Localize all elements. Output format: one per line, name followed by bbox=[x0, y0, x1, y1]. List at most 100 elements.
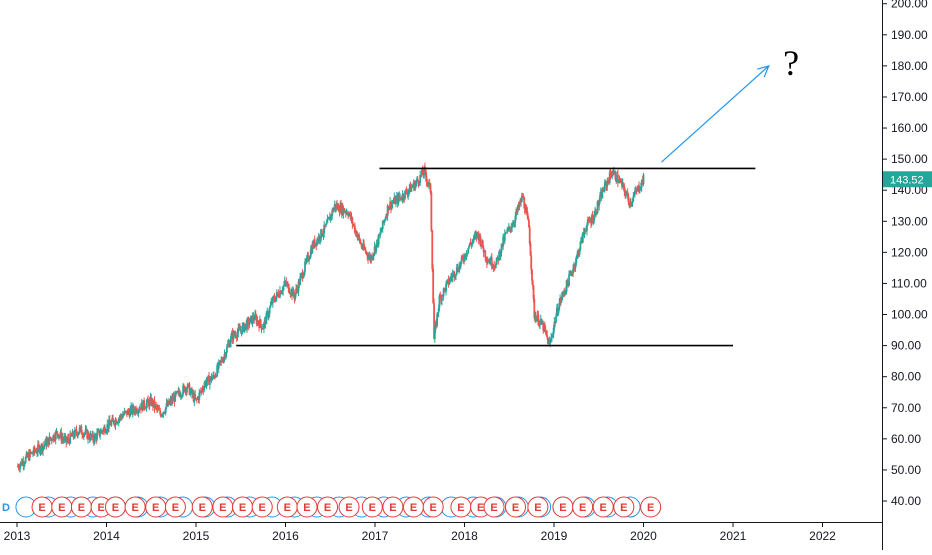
time-axis[interactable]: 2013 2014 2015 2016 2017 2018 2019 2020 2021 2022 bbox=[4, 522, 837, 543]
candle-body bbox=[198, 392, 201, 401]
candle-body bbox=[233, 331, 236, 335]
candle-body bbox=[320, 229, 323, 237]
candle-body bbox=[495, 257, 498, 264]
candle-body bbox=[217, 361, 220, 369]
candle-body bbox=[164, 407, 167, 413]
earnings-marker[interactable] bbox=[317, 496, 339, 518]
trend-arrow-head[interactable] bbox=[757, 64, 770, 78]
candle-body bbox=[458, 264, 461, 272]
earnings-marker[interactable] bbox=[296, 496, 318, 518]
earnings-marker[interactable] bbox=[191, 496, 213, 518]
candle-body bbox=[591, 215, 594, 223]
candle-body bbox=[398, 195, 401, 198]
candle-body bbox=[275, 292, 278, 297]
earnings-label: E bbox=[219, 502, 226, 514]
earnings-marker[interactable] bbox=[164, 496, 186, 518]
earnings-label: E bbox=[172, 502, 179, 514]
price-axis[interactable]: 40.00 50.00 60.00 70.00 80.00 90.00 100.00 110.… bbox=[882, 0, 928, 508]
candle-body bbox=[270, 301, 273, 306]
candle-body bbox=[28, 451, 31, 461]
candle-body bbox=[419, 175, 422, 184]
candle-body bbox=[520, 195, 523, 202]
candle-body bbox=[523, 197, 526, 208]
earnings-marker[interactable] bbox=[251, 496, 273, 518]
candle-body bbox=[145, 403, 148, 409]
earnings-marker[interactable] bbox=[361, 496, 383, 518]
candle-body bbox=[129, 409, 132, 417]
x-tick-label: 2016 bbox=[272, 529, 299, 543]
candle-body bbox=[397, 195, 400, 204]
candle-body bbox=[305, 257, 308, 262]
earnings-marker[interactable] bbox=[382, 496, 404, 518]
y-tick-label: 40.00 bbox=[891, 494, 921, 508]
earnings-marker[interactable] bbox=[527, 496, 549, 518]
earnings-marker[interactable] bbox=[640, 496, 662, 518]
candle-body bbox=[358, 238, 361, 243]
candle-body bbox=[53, 435, 56, 440]
earnings-label: E bbox=[131, 502, 138, 514]
candle-body bbox=[410, 187, 413, 192]
earnings-label: E bbox=[259, 502, 266, 514]
earnings-marker[interactable] bbox=[483, 496, 505, 518]
candle-body bbox=[301, 273, 304, 279]
candle-body bbox=[137, 409, 140, 413]
last-price-tag-label: 143.52 bbox=[890, 174, 924, 186]
earnings-marker[interactable] bbox=[124, 496, 146, 518]
earnings-label: E bbox=[620, 502, 627, 514]
candle-body bbox=[252, 316, 255, 320]
candle-body bbox=[603, 190, 605, 192]
candle-body bbox=[614, 171, 617, 180]
x-tick-label: 2017 bbox=[362, 529, 389, 543]
candle-body bbox=[349, 213, 352, 219]
candle-body bbox=[586, 219, 589, 226]
candle-body bbox=[609, 172, 612, 175]
candle-body bbox=[191, 388, 193, 395]
candle-body bbox=[595, 210, 597, 215]
y-tick-label: 50.00 bbox=[891, 463, 921, 477]
candle-body bbox=[461, 256, 464, 258]
trend-arrow[interactable] bbox=[660, 65, 770, 163]
candle-body bbox=[383, 219, 386, 223]
candle-body bbox=[38, 446, 41, 453]
earnings-marker[interactable] bbox=[505, 496, 527, 518]
candle-body bbox=[364, 249, 367, 253]
candle-body bbox=[23, 462, 26, 465]
candle-body bbox=[466, 252, 469, 255]
candle-body bbox=[201, 389, 204, 391]
candle-body bbox=[143, 400, 146, 408]
candle-body bbox=[416, 178, 419, 181]
candle-body bbox=[212, 374, 214, 378]
candle-body bbox=[63, 437, 66, 441]
candle-body bbox=[434, 323, 437, 330]
candle-body bbox=[537, 314, 540, 326]
candle-body bbox=[494, 263, 497, 268]
candle-body bbox=[355, 230, 358, 237]
candle-body bbox=[238, 327, 241, 329]
question-mark-annotation[interactable]: ? bbox=[783, 43, 799, 83]
candle-body bbox=[460, 256, 463, 262]
y-tick-label: 170.00 bbox=[891, 90, 928, 104]
earnings-marker[interactable] bbox=[572, 496, 594, 518]
x-tick-label: 2019 bbox=[541, 529, 568, 543]
candle-body bbox=[608, 172, 611, 183]
candle-body bbox=[80, 426, 83, 434]
earnings-marker[interactable] bbox=[422, 496, 444, 518]
earnings-marker[interactable] bbox=[338, 496, 360, 518]
candle-body bbox=[533, 299, 536, 318]
candle-body bbox=[50, 438, 53, 441]
candle-body bbox=[449, 277, 452, 282]
earnings-marker[interactable] bbox=[613, 496, 635, 518]
candle-body bbox=[297, 281, 300, 292]
candle-body bbox=[372, 253, 375, 257]
drawings-layer[interactable]: ? bbox=[236, 43, 799, 347]
candle-body bbox=[255, 316, 258, 324]
candle-body bbox=[203, 385, 206, 391]
earnings-label: E bbox=[78, 502, 85, 514]
candle-body bbox=[508, 226, 511, 229]
candle-body bbox=[402, 194, 405, 199]
candle-body bbox=[545, 331, 548, 336]
earnings-marker[interactable] bbox=[592, 496, 614, 518]
